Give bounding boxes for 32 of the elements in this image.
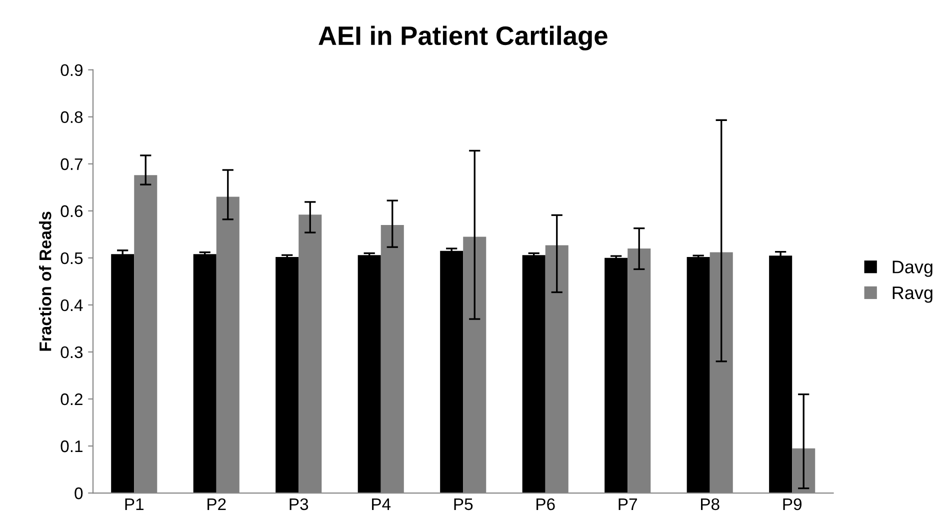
x-tick-label: P5 (454, 498, 473, 510)
x-tick-label: P6 (536, 498, 555, 510)
y-tick-label: 0.4 (60, 299, 83, 312)
x-tick-label: P1 (125, 498, 144, 510)
bar (440, 250, 464, 494)
y-tick-label: 0.9 (60, 64, 82, 76)
x-tick-label: P4 (372, 498, 391, 510)
bar (111, 254, 134, 494)
y-tick-label: 0 (74, 487, 83, 500)
bar (522, 255, 546, 494)
bar (604, 258, 628, 494)
legend-label: Ravg (892, 286, 932, 303)
x-tick-label: P7 (618, 498, 637, 510)
bar (769, 256, 792, 494)
y-tick-label: 0.5 (60, 252, 83, 264)
y-tick-label: 0.8 (60, 111, 83, 124)
bar (358, 255, 381, 494)
legend-label: Davg (892, 260, 932, 277)
bar (193, 254, 216, 494)
bar (686, 256, 710, 494)
y-tick-label: 0.3 (60, 346, 83, 358)
x-tick-label: P8 (701, 498, 720, 510)
x-tick-label: P9 (783, 498, 802, 510)
chart-title: AEI in Patient Cartilage (318, 26, 608, 50)
bar (276, 256, 299, 494)
y-tick-label: 0.2 (60, 393, 82, 406)
y-tick-label: 0.1 (60, 440, 82, 452)
x-tick-label: P3 (290, 498, 308, 510)
y-tick-label: 0.7 (60, 158, 82, 170)
y-axis-title: Fraction of Reads (39, 212, 52, 351)
y-tick-label: 0.6 (60, 205, 83, 218)
x-tick-label: P2 (208, 498, 226, 510)
